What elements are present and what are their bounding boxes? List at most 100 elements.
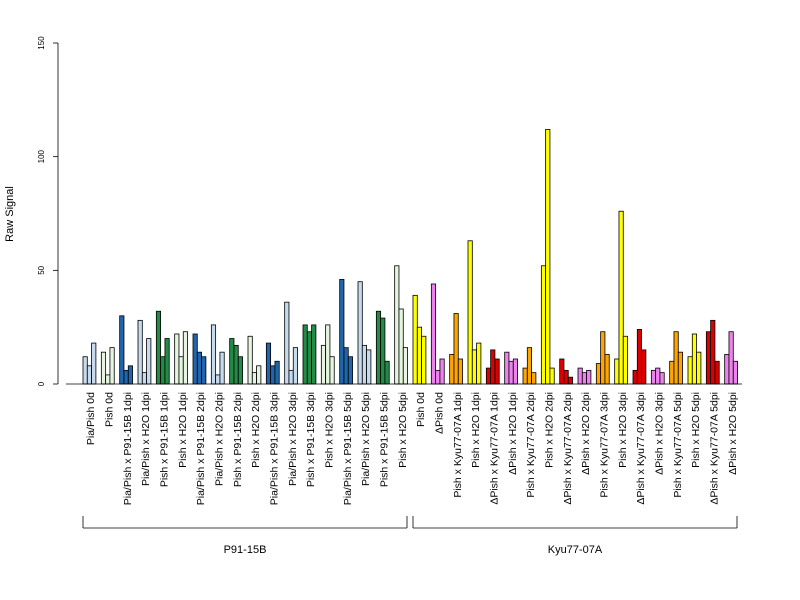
bar <box>362 345 366 384</box>
bar <box>303 325 307 384</box>
bar <box>678 352 682 384</box>
bar <box>715 361 719 384</box>
category-label: ΔPish x Kyu77-07A 5dpi <box>709 392 721 505</box>
category-label: Pish x H2O 3dpi <box>617 392 629 468</box>
bar <box>587 370 591 384</box>
bar <box>230 339 234 384</box>
bar <box>546 129 550 384</box>
bar <box>312 325 316 384</box>
category-label: Pish 0d <box>415 392 427 427</box>
bar <box>509 361 513 384</box>
bar <box>106 375 110 384</box>
bar <box>422 336 426 384</box>
category-label: Pish x Kyu77-07A 2dpi <box>525 392 537 498</box>
category-label: Pish x H2O 2dpi <box>544 392 556 468</box>
bar <box>431 284 435 384</box>
category-label: Pish x P91-15B 2dpi <box>232 392 244 487</box>
bar <box>582 373 586 384</box>
bar <box>637 329 641 384</box>
bar <box>486 368 490 384</box>
category-label: Pia/Pish x H2O 2dpi <box>214 392 226 486</box>
y-tick-label: 50 <box>37 265 46 274</box>
bar <box>729 332 733 384</box>
category-label: Pish x Kyu77-07A 5dpi <box>672 392 684 498</box>
bar <box>358 282 362 384</box>
bar <box>211 325 215 384</box>
bar <box>399 309 403 384</box>
bar <box>216 375 220 384</box>
bar-group <box>688 334 701 384</box>
category-label: ΔPish x H2O 1dpi <box>507 392 519 475</box>
bar <box>560 359 564 384</box>
bar-group <box>101 348 114 384</box>
category-label: ΔPish 0d <box>434 392 446 434</box>
category-label: Pish x H2O 5dpi <box>690 392 702 468</box>
bar-group <box>670 332 683 384</box>
bar-group <box>285 302 298 384</box>
bar <box>651 370 655 384</box>
chart-canvas: 050100150 Raw Signal Pia/Pish 0d Pish 0d P… <box>0 0 800 600</box>
bar-group <box>450 314 463 384</box>
y-tick-label: 0 <box>37 381 46 386</box>
bar <box>532 373 536 384</box>
bar <box>619 211 623 384</box>
bar <box>161 357 165 384</box>
y-tick-label: 100 <box>37 149 46 163</box>
category-label: Pia/Pish x P91-15B 3dpi <box>269 392 281 505</box>
bar <box>202 357 206 384</box>
bar <box>348 357 352 384</box>
bar <box>564 370 568 384</box>
bar-group <box>706 320 719 384</box>
bar <box>128 366 132 384</box>
bar <box>344 348 348 384</box>
category-label: Pia/Pish x H2O 5dpi <box>360 392 372 486</box>
bar-group <box>193 334 206 384</box>
bar <box>550 368 554 384</box>
bar <box>472 350 476 384</box>
bar-group <box>376 311 389 384</box>
bar-group <box>560 359 573 384</box>
bar <box>495 359 499 384</box>
bar <box>403 348 407 384</box>
y-tick-label: 150 <box>37 36 46 50</box>
bar-group <box>578 368 591 384</box>
bar-group <box>725 332 738 384</box>
bar <box>142 373 146 384</box>
bar <box>440 359 444 384</box>
bar <box>601 332 605 384</box>
bar <box>697 352 701 384</box>
bar <box>381 318 385 384</box>
bar-chart: 0 50 100 150 Raw Signal Pia/Pish 0d Pish 0d P… <box>0 0 800 600</box>
bar <box>147 339 151 384</box>
bar <box>87 366 91 384</box>
bar <box>513 359 517 384</box>
category-label: Pia/Pish x P91-15B 2dpi <box>195 392 207 505</box>
bar <box>725 354 729 384</box>
group-bracket: Kyu77-07A <box>413 516 737 556</box>
bar-group <box>651 368 664 384</box>
category-label: Pish x H2O 1dpi <box>470 392 482 468</box>
bar-group <box>340 279 353 384</box>
category-label: ΔPish x Kyu77-07A 2dpi <box>562 392 574 505</box>
bar <box>266 343 270 384</box>
category-label: ΔPish x H2O 3dpi <box>654 392 666 475</box>
bar <box>293 348 297 384</box>
bar <box>179 357 183 384</box>
bar <box>340 279 344 384</box>
category-label: Pish x H2O 1dpi <box>177 392 189 468</box>
bar <box>110 348 114 384</box>
bar-group <box>248 336 261 384</box>
bar-group <box>321 325 334 384</box>
bar <box>367 350 371 384</box>
group-bracket: P91-15B <box>83 516 407 556</box>
bar-group <box>395 266 408 384</box>
bar <box>688 357 692 384</box>
bar <box>477 343 481 384</box>
bar-group <box>230 339 243 384</box>
category-label: ΔPish x Kyu77-07A 3dpi <box>635 392 647 505</box>
bar <box>376 311 380 384</box>
bar <box>541 266 545 384</box>
bar <box>120 316 124 384</box>
bar <box>307 332 311 384</box>
bar <box>193 334 197 384</box>
